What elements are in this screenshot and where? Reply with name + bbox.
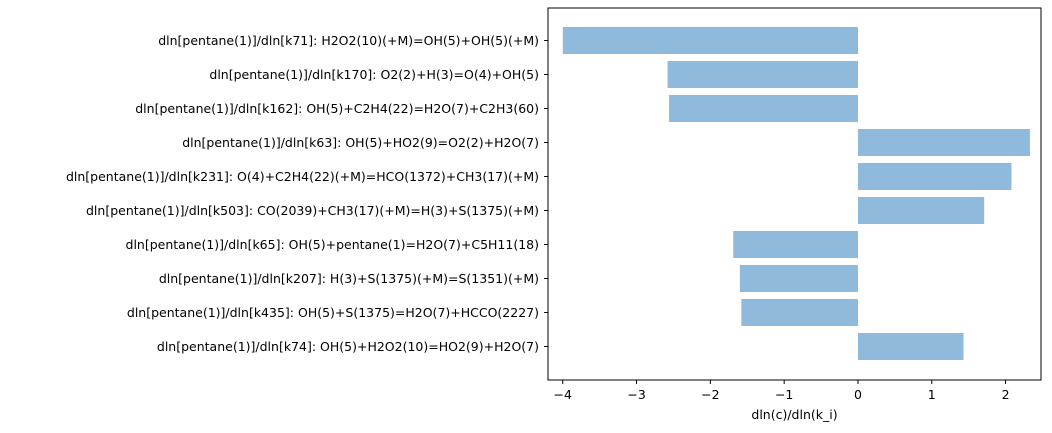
category-label: dln[pentane(1)]/dln[k162]: OH(5)+C2H4(22…	[135, 101, 539, 116]
bars-group	[562, 27, 1030, 360]
x-tick-label: −1	[775, 387, 793, 402]
category-label: dln[pentane(1)]/dln[k71]: H2O2(10)(+M)=O…	[158, 33, 539, 48]
x-tick-label: −2	[701, 387, 719, 402]
bar	[857, 333, 964, 360]
category-label: dln[pentane(1)]/dln[k207]: H(3)+S(1375)(…	[159, 271, 539, 286]
bar	[857, 197, 985, 224]
bar	[733, 231, 858, 258]
bar	[669, 95, 858, 122]
bar	[562, 27, 858, 54]
bar	[857, 163, 1012, 190]
bar	[667, 61, 858, 88]
category-label: dln[pentane(1)]/dln[k74]: OH(5)+H2O2(10)…	[157, 339, 539, 354]
category-label: dln[pentane(1)]/dln[k231]: O(4)+C2H4(22)…	[66, 169, 539, 184]
category-label: dln[pentane(1)]/dln[k63]: OH(5)+HO2(9)=O…	[182, 135, 539, 150]
x-tick-label: −4	[554, 387, 572, 402]
x-tick-label: 1	[928, 387, 936, 402]
x-tick-label: 2	[1002, 387, 1010, 402]
bar	[741, 299, 858, 326]
category-labels-group: dln[pentane(1)]/dln[k71]: H2O2(10)(+M)=O…	[66, 33, 548, 354]
category-label: dln[pentane(1)]/dln[k65]: OH(5)+pentane(…	[126, 237, 539, 252]
bar	[857, 129, 1030, 156]
plot-frame	[547, 7, 1042, 381]
x-axis-title: dln(c)/dln(k_i)	[751, 407, 837, 422]
category-label: dln[pentane(1)]/dln[k170]: O2(2)+H(3)=O(…	[209, 67, 539, 82]
bar	[739, 265, 858, 292]
category-label: dln[pentane(1)]/dln[k435]: OH(5)+S(1375)…	[127, 305, 539, 320]
x-ticks-group: −4 −3 −2 −1 0 1 2	[554, 380, 1010, 402]
x-tick-label: 0	[854, 387, 862, 402]
category-label: dln[pentane(1)]/dln[k503]: CO(2039)+CH3(…	[86, 203, 539, 218]
x-tick-label: −3	[627, 387, 645, 402]
